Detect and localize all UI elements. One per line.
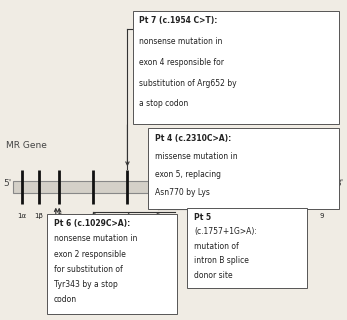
Text: exon 4 responsible for: exon 4 responsible for	[139, 58, 225, 67]
Text: Asn770 by Lys: Asn770 by Lys	[155, 188, 210, 197]
Text: Pt 7 (c.1954 C>T):: Pt 7 (c.1954 C>T):	[139, 16, 218, 25]
Text: (c.1757+1G>A):: (c.1757+1G>A):	[194, 228, 257, 236]
FancyBboxPatch shape	[187, 208, 306, 288]
FancyBboxPatch shape	[148, 128, 339, 209]
Text: 2: 2	[57, 213, 61, 219]
Text: substitution of Arg652 by: substitution of Arg652 by	[139, 78, 237, 88]
Text: Tyr343 by a stop: Tyr343 by a stop	[54, 280, 118, 289]
Text: 9: 9	[320, 213, 324, 219]
Text: codon: codon	[54, 295, 77, 304]
Text: Pt 6 (c.1029C>A):: Pt 6 (c.1029C>A):	[54, 219, 130, 228]
Text: 8: 8	[248, 213, 253, 219]
Text: 5': 5'	[3, 179, 11, 188]
Text: a stop codon: a stop codon	[139, 99, 189, 108]
Text: for substitution of: for substitution of	[54, 265, 123, 274]
Text: donor site: donor site	[194, 271, 232, 280]
Text: Pt 4 (c.2310C>A):: Pt 4 (c.2310C>A):	[155, 134, 231, 143]
Text: 1α: 1α	[17, 213, 26, 219]
Text: 3': 3'	[336, 179, 344, 188]
Text: 6: 6	[187, 213, 191, 219]
Text: MR Gene: MR Gene	[6, 141, 47, 150]
Text: mutation of: mutation of	[194, 242, 239, 251]
Text: nonsense mutation in: nonsense mutation in	[54, 235, 137, 244]
Text: Pt 5: Pt 5	[194, 213, 211, 222]
Text: exon 2 responsible: exon 2 responsible	[54, 250, 126, 259]
Text: missense mutation in: missense mutation in	[155, 152, 237, 161]
FancyBboxPatch shape	[47, 214, 177, 314]
FancyBboxPatch shape	[133, 11, 339, 124]
Text: intron B splice: intron B splice	[194, 256, 249, 265]
FancyBboxPatch shape	[13, 181, 334, 193]
Text: 3: 3	[91, 213, 95, 219]
Text: 5: 5	[156, 213, 160, 219]
Text: 4: 4	[125, 213, 130, 219]
Text: 7: 7	[217, 213, 222, 219]
Text: 1β: 1β	[34, 213, 43, 219]
Text: exon 5, replacing: exon 5, replacing	[155, 170, 221, 179]
Text: nonsense mutation in: nonsense mutation in	[139, 37, 223, 46]
